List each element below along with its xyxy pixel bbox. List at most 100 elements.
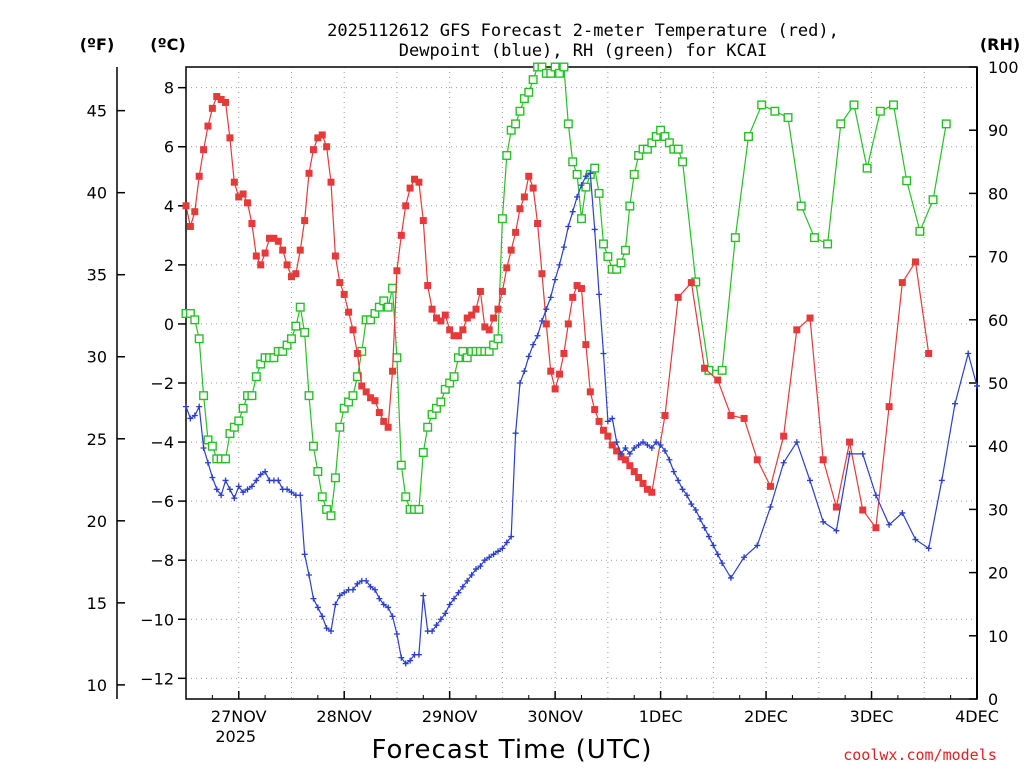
temperature-point [512,228,520,236]
rh-point [497,214,507,224]
rh-point [849,100,859,110]
dewpoint-point [692,506,699,513]
dewpoint-point [314,604,321,611]
dewpoint-point [288,489,295,496]
dewpoint-point [231,495,238,502]
temperature-point [925,349,933,357]
rh-point [743,132,753,142]
temperature-point [265,234,273,242]
temperature-point [520,193,528,201]
temperature-point [727,411,735,419]
rh-point [401,492,411,502]
dewpoint-point [648,444,655,451]
rh-point [330,473,340,483]
dewpoint-point [420,592,427,599]
rh-point [809,233,819,243]
dewpoint-point [213,486,220,493]
fahrenheit-tick-label: 15 [87,594,107,613]
temperature-point [318,131,326,139]
temperature-point [283,261,291,269]
temperature-point [503,264,511,272]
temperature-point [402,202,410,210]
dewpoint-point [376,595,383,602]
credit-label: coolwx.com/models [843,746,997,764]
temperature-point [331,252,339,260]
dewpoint-point [503,539,510,546]
celsius-tick-label: −10 [140,610,174,629]
temperature-point [573,282,581,290]
dewpoint-point [886,521,893,528]
dewpoint-point [543,306,550,313]
temperature-point [582,341,590,349]
rh-point [291,321,301,331]
dewpoint-point [538,317,545,324]
temperature-point [639,479,647,487]
temperature-point [200,146,208,154]
dewpoint-point [402,660,409,667]
rh-point [383,302,393,312]
temperature-point [248,220,256,228]
rh-tick-label: 80 [988,184,1008,203]
dewpoint-point [727,574,734,581]
temperature-point [586,388,594,396]
temperature-point [648,488,656,496]
rh-tick-label: 40 [988,437,1008,456]
temperature-point [608,441,616,449]
grid-lines [186,67,977,699]
temperature-point [740,414,748,422]
temperature-point [898,279,906,287]
dewpoint-point [512,430,519,437]
dewpoint-point [899,509,906,516]
rh-point [286,334,296,344]
rh-point [313,466,323,476]
temperature-point [358,382,366,390]
rh-point [875,106,885,116]
dewpoint-point [459,583,466,590]
celsius-tick-label: −8 [150,551,174,570]
temperature-point [569,293,577,301]
dewpoint-point [521,368,528,375]
temperature-point [661,411,669,419]
rh-point [326,511,336,521]
dewpoint-point [719,560,726,567]
rh-point [493,334,503,344]
rh-point [673,144,683,154]
temperature-point [780,432,788,440]
temperature-point [551,385,559,393]
dewpoint-point [644,442,651,449]
dewpoint-point [415,651,422,658]
temperature-point [340,290,348,298]
temperature-point [701,364,709,372]
dewpoint-point [807,477,814,484]
dewpoint-point [675,477,682,484]
rh-point [915,226,925,236]
rh-point [594,188,604,198]
temperature-point [556,370,564,378]
celsius-tick-label: −2 [150,374,174,393]
rh-point [304,391,314,401]
temperature-point [806,314,814,322]
temperature-point [507,246,515,254]
temperature-point [327,178,335,186]
temperature-point [261,249,269,257]
temperature-point [591,406,599,414]
dewpoint-point [846,450,853,457]
rh-line [186,65,947,518]
rh-point [524,87,534,97]
rh-tick-label: 60 [988,311,1008,330]
dewpoint-point [257,471,264,478]
temperature-point [859,506,867,514]
temperature-point [292,270,300,278]
temperature-point [459,326,467,334]
celsius-tick-label: 4 [164,197,174,216]
temperature-point [323,143,331,151]
dewpoint-point [780,459,787,466]
dewpoint-point [591,226,598,233]
rh-point [308,441,318,451]
dewpoint-point [389,613,396,620]
dewpoint-point [442,610,449,617]
temperature-point [635,474,643,482]
rh-point [502,150,512,160]
temperature-point [604,432,612,440]
rh-point [928,195,938,205]
